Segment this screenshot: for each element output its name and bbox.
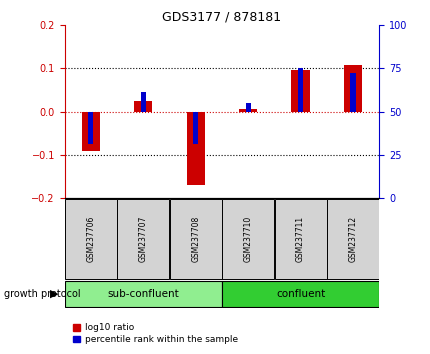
FancyBboxPatch shape [222,199,273,279]
Title: GDS3177 / 878181: GDS3177 / 878181 [162,11,281,24]
Text: GSM237711: GSM237711 [295,216,304,262]
Text: ▶: ▶ [49,289,58,299]
Text: GSM237710: GSM237710 [243,216,252,262]
Bar [350,73,355,112]
Text: sub-confluent: sub-confluent [107,289,179,299]
Bar [291,70,309,112]
FancyBboxPatch shape [274,199,326,279]
Bar [140,92,146,112]
FancyBboxPatch shape [326,199,378,279]
Bar [134,101,152,112]
Text: growth protocol: growth protocol [4,289,81,299]
Bar [186,112,204,185]
FancyBboxPatch shape [65,199,117,279]
FancyBboxPatch shape [117,199,169,279]
Legend: log10 ratio, percentile rank within the sample: log10 ratio, percentile rank within the … [69,320,241,348]
Text: GSM237712: GSM237712 [348,216,357,262]
FancyBboxPatch shape [65,281,221,307]
Bar [193,112,198,144]
FancyBboxPatch shape [222,281,378,307]
Text: confluent: confluent [275,289,325,299]
Bar [245,103,250,112]
FancyBboxPatch shape [169,199,221,279]
Text: GSM237707: GSM237707 [138,216,147,262]
Text: GSM237708: GSM237708 [191,216,200,262]
Bar [239,109,257,112]
Bar [82,112,100,150]
Bar [88,112,93,144]
Bar [343,65,361,112]
Bar [297,68,303,112]
Text: GSM237706: GSM237706 [86,216,95,262]
